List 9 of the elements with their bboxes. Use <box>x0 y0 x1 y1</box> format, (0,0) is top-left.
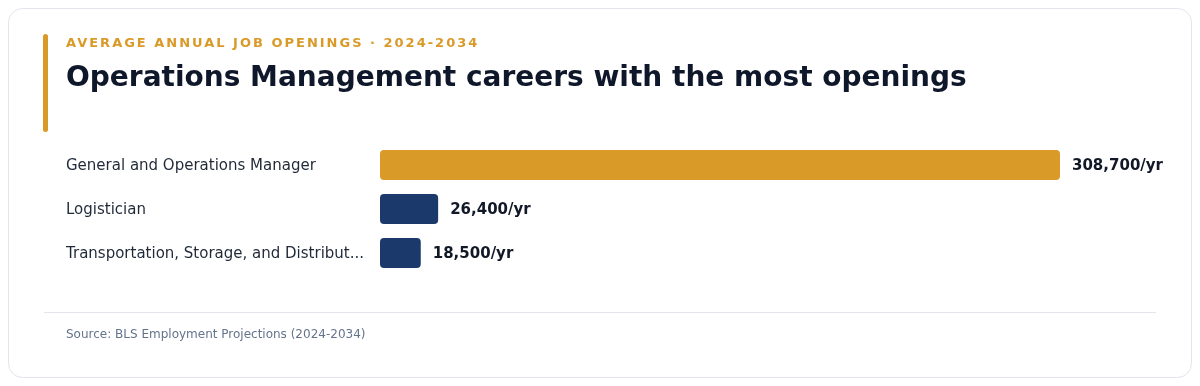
source-note: Source: BLS Employment Projections (2024-2034) <box>66 327 366 341</box>
chart-title: Operations Management careers with the most openings <box>66 60 967 93</box>
data-label: 18,500/yr <box>432 244 514 263</box>
data-label: 26,400/yr <box>450 200 532 219</box>
y-tick-label: General and Operations Manager <box>66 156 317 175</box>
y-tick-label: Transportation, Storage, and Distribut... <box>65 244 365 263</box>
y-tick-label: Logistician <box>66 200 146 219</box>
data-label: 308,700/yr <box>1072 156 1164 175</box>
text: AVERAGE ANNUAL JOB OPENINGS · 2024-2034 <box>66 35 480 50</box>
